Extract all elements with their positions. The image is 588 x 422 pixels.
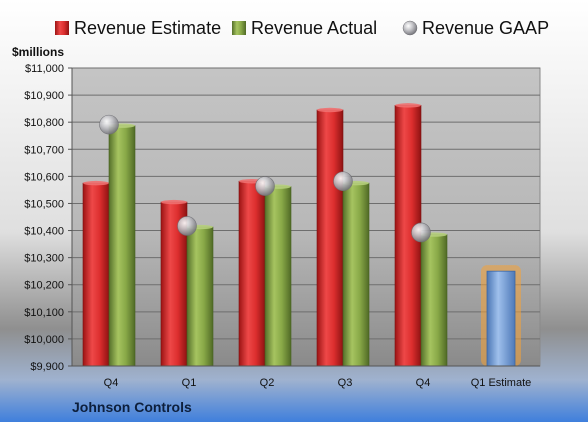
company-name: Johnson Controls — [72, 399, 192, 415]
marker-revenue-gaap — [411, 222, 431, 243]
x-axis: Q4 Q1 Q2 Q3 Q4 Q1 Estimate — [72, 365, 540, 389]
y-tick-label: $10,100 — [24, 307, 64, 319]
marker-revenue-gaap — [177, 216, 197, 236]
bar-revenue-actual — [186, 226, 214, 367]
y-tick-label: $10,400 — [24, 226, 64, 238]
y-tick-label: $9,900 — [30, 361, 64, 373]
x-tick-label: Q4 — [416, 377, 431, 389]
marker-revenue-gaap — [99, 114, 119, 135]
y-tick-label: $11,000 — [25, 63, 64, 75]
y-tick-label: $10,500 — [24, 198, 64, 210]
marker-revenue-gaap — [333, 171, 353, 192]
y-tick-label: $10,900 — [24, 90, 64, 102]
legend-label: Revenue GAAP — [422, 18, 549, 38]
legend-label: Revenue Estimate — [74, 18, 221, 38]
y-tick-label: $10,800 — [24, 117, 64, 129]
y-tick-label: $10,000 — [24, 334, 64, 346]
legend-label: Revenue Actual — [251, 18, 377, 38]
bar-revenue-actual — [342, 182, 370, 367]
bar-cap-revenue-estimate — [83, 180, 109, 186]
gaap-markers — [99, 114, 431, 243]
legend-swatch-revenue-gaap — [402, 20, 418, 36]
bar-revenue-actual — [420, 234, 448, 367]
y-axis: $9,900 $10,000 $10,100 $10,200 $10,300 $10,40… — [24, 63, 73, 373]
gridlines — [72, 67, 540, 367]
bar-revenue-actual — [264, 186, 292, 367]
legend-swatch-revenue-estimate — [55, 21, 69, 35]
bar-cap-revenue-estimate — [395, 103, 421, 108]
y-tick-label: $10,200 — [24, 280, 64, 292]
plot-area — [71, 67, 541, 367]
x-tick-label: Q1 Estimate — [471, 377, 532, 389]
bar-revenue-estimate — [82, 182, 110, 367]
x-tick-label: Q3 — [338, 377, 353, 389]
bar-revenue-estimate — [238, 180, 266, 367]
y-tick-label: $10,700 — [24, 144, 64, 156]
bar-cap-revenue-estimate — [161, 199, 187, 205]
bar-revenue-actual — [108, 125, 136, 367]
legend: Revenue Estimate Revenue Actual Revenue GA… — [55, 18, 549, 38]
marker-revenue-gaap — [255, 176, 275, 196]
y-tick-label: $10,600 — [24, 171, 64, 183]
bar-cap-revenue-estimate — [317, 107, 343, 113]
x-tick-label: Q1 — [182, 377, 197, 389]
y-axis-unit-label: $millions — [12, 45, 64, 59]
bars — [82, 103, 521, 367]
x-tick-label: Q2 — [260, 377, 275, 389]
bar-forecast-q1-estimate — [486, 270, 516, 367]
bar-revenue-estimate — [316, 109, 344, 367]
x-tick-label: Q4 — [104, 377, 119, 389]
legend-swatch-revenue-actual — [232, 21, 246, 35]
y-tick-label: $10,300 — [24, 253, 64, 265]
